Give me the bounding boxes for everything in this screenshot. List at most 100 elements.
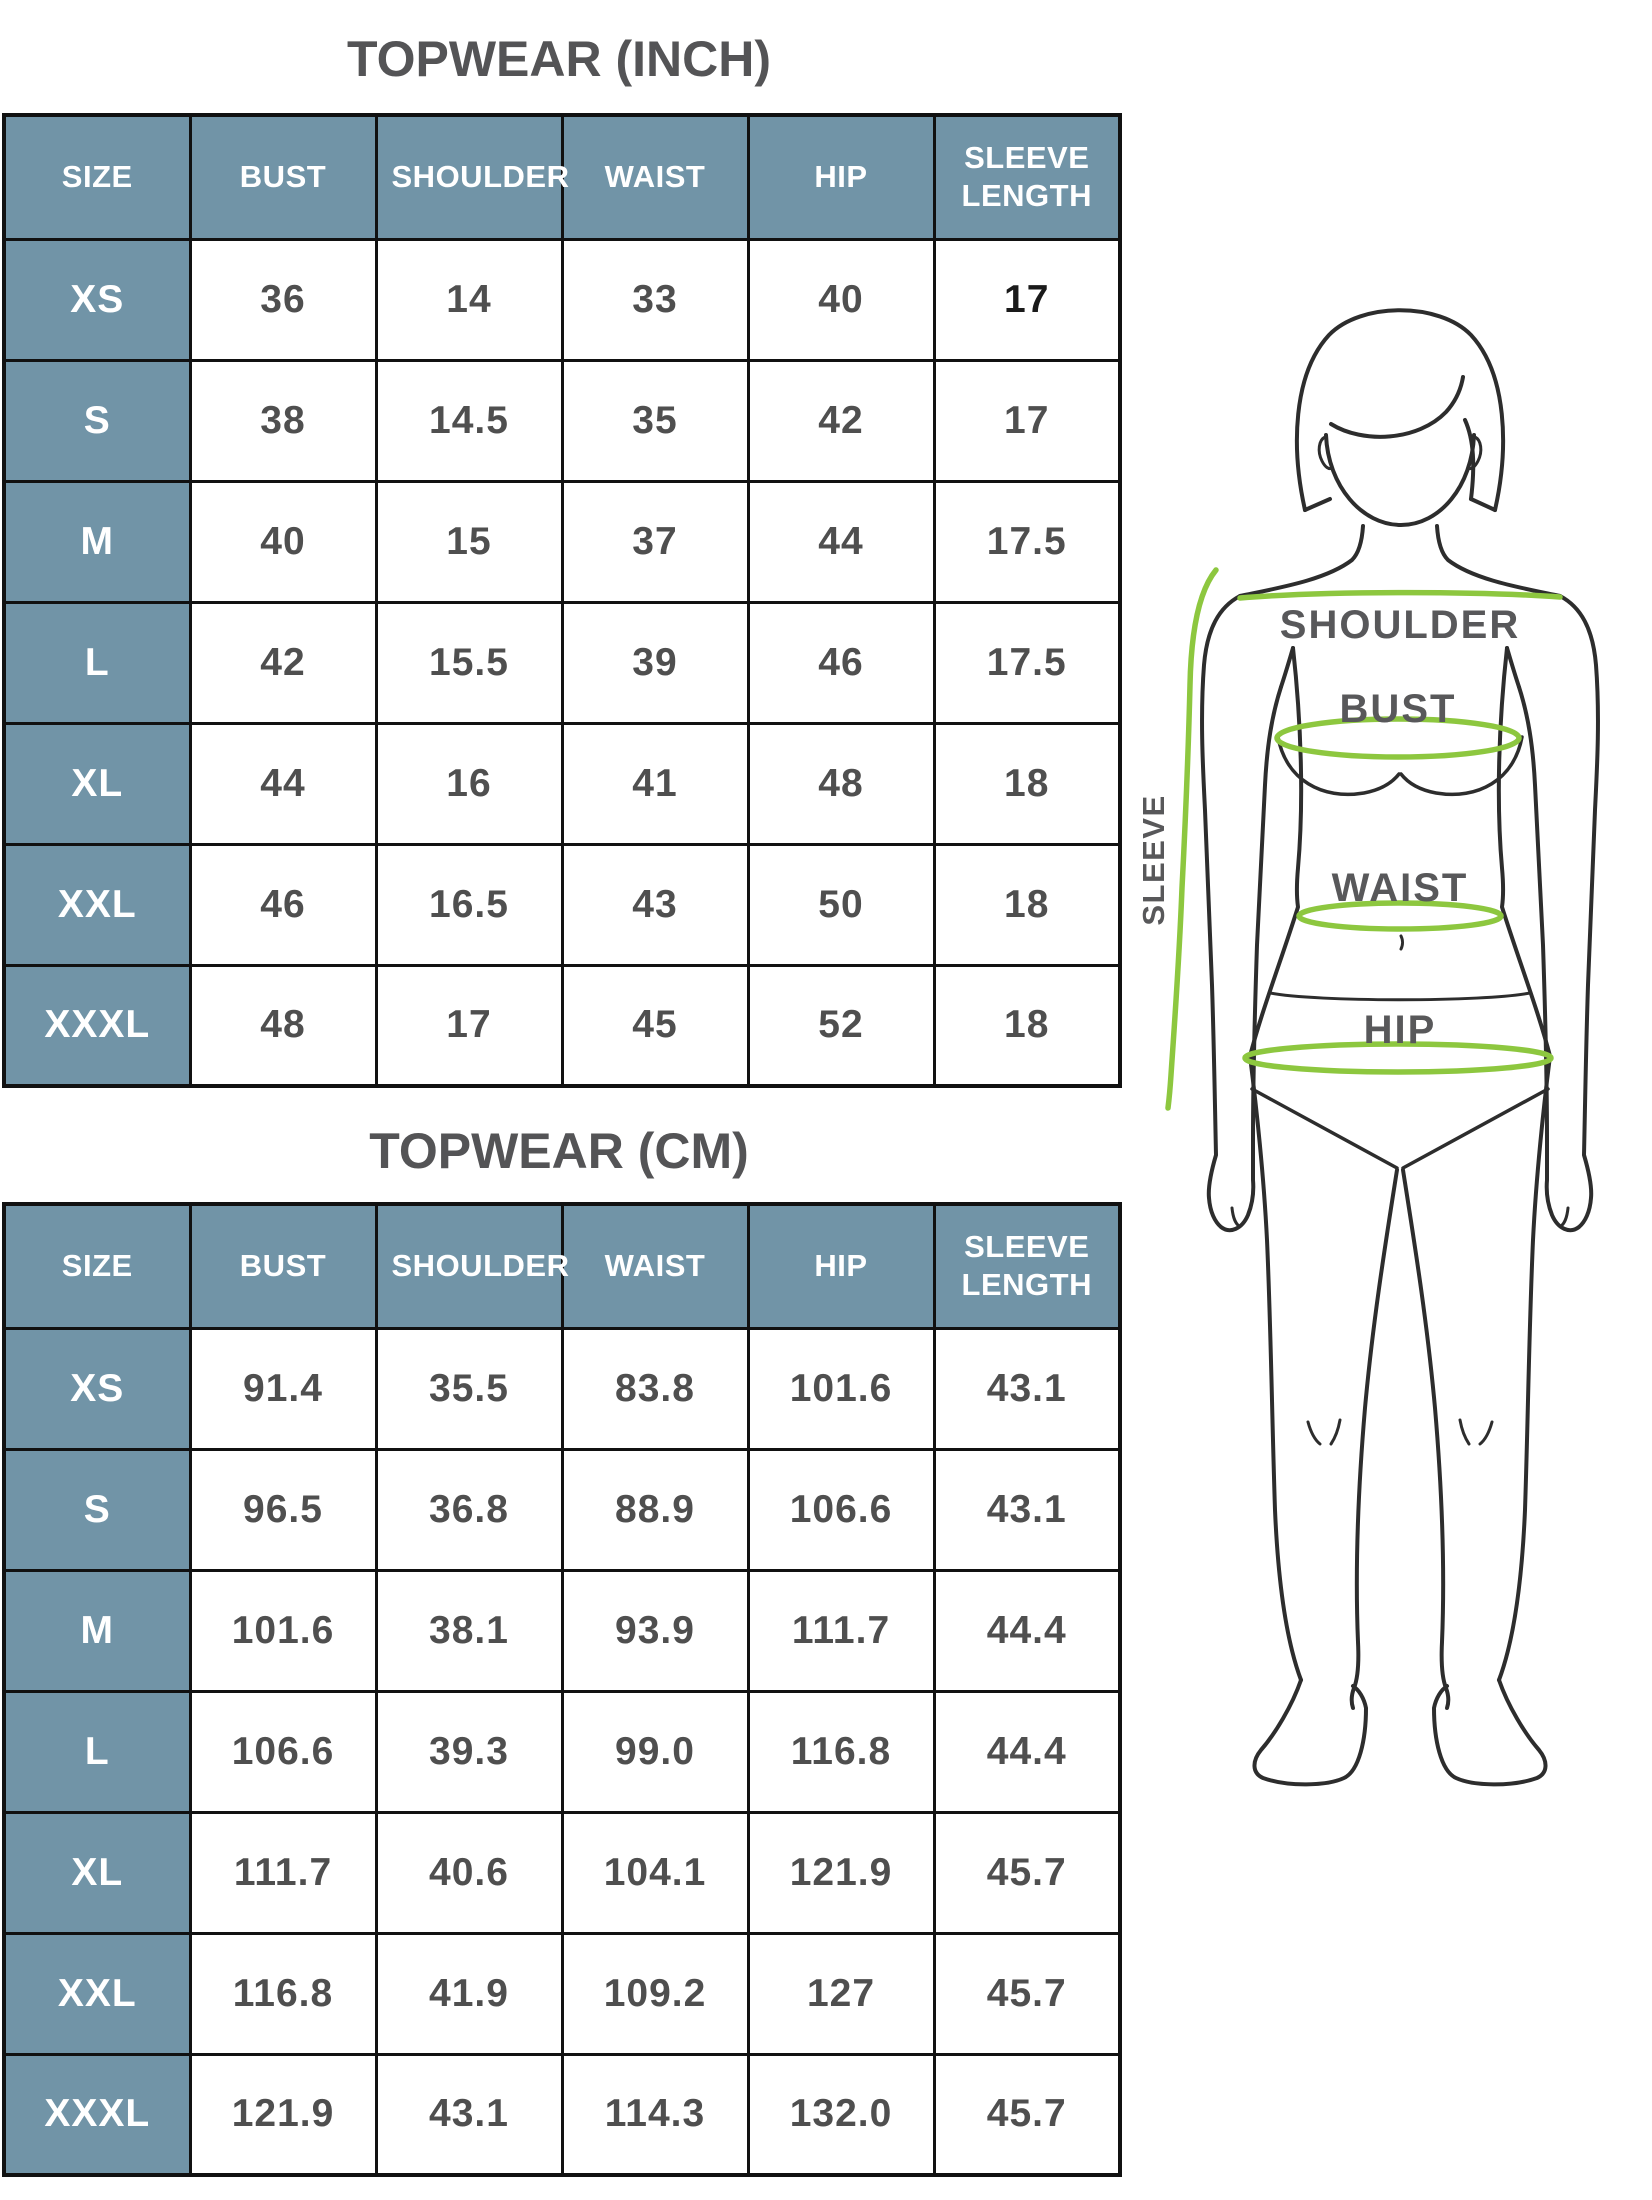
value-cell: 42 xyxy=(188,600,378,725)
value-cell: 88.9 xyxy=(560,1447,750,1572)
value-cell: 106.6 xyxy=(746,1447,936,1572)
value-cell: 14 xyxy=(374,237,564,362)
value-cell: 44.4 xyxy=(932,1689,1122,1814)
value-cell: 17.5 xyxy=(932,600,1122,725)
value-cell: 33 xyxy=(560,237,750,362)
value-cell: 17.5 xyxy=(932,479,1122,604)
value-cell: 48 xyxy=(188,963,378,1088)
value-cell: 111.7 xyxy=(188,1810,378,1935)
value-cell: 45.7 xyxy=(932,1931,1122,2056)
value-cell: 17 xyxy=(932,237,1122,362)
value-cell: 106.6 xyxy=(188,1689,378,1814)
body-outline xyxy=(1200,308,1600,1787)
hip-label: HIP xyxy=(1364,1008,1437,1052)
value-cell: 91.4 xyxy=(188,1326,378,1451)
header-row: SIZE BUST SHOULDER WAIST HIP SLEEVE LENGTH xyxy=(2,1202,1122,1330)
column-header: HIP xyxy=(746,1202,936,1330)
table-row: S 96.5 36.8 88.9 106.6 43.1 xyxy=(2,1447,1122,1572)
hip-measure-ellipse xyxy=(1242,1041,1554,1075)
column-header: WAIST xyxy=(560,1202,750,1330)
value-cell: 121.9 xyxy=(746,1810,936,1935)
size-cell: M xyxy=(2,1568,192,1693)
sleeve-measure-line xyxy=(1165,567,1219,1111)
value-cell: 104.1 xyxy=(560,1810,750,1935)
inch-table-title: TOPWEAR (INCH) xyxy=(346,31,772,87)
table-row: XL 44 16 41 48 18 xyxy=(2,721,1122,846)
size-cell: XXXL xyxy=(2,2052,192,2177)
column-header: SHOULDER xyxy=(374,113,569,241)
value-cell: 15 xyxy=(374,479,564,604)
table-row: XXXL 48 17 45 52 18 xyxy=(2,963,1122,1088)
value-cell: 37 xyxy=(560,479,750,604)
value-cell: 44.4 xyxy=(932,1568,1122,1693)
shoulder-label: SHOULDER xyxy=(1280,603,1520,647)
size-cell: XS xyxy=(2,1326,192,1451)
inch-size-table: SIZE BUST SHOULDER WAIST HIP SLEEVE LENGTH XS… xyxy=(2,113,1122,1088)
value-cell: 38 xyxy=(188,358,378,483)
table-row: S 38 14.5 35 42 17 xyxy=(2,358,1122,483)
size-cell: S xyxy=(2,1447,192,1572)
size-cell: XXL xyxy=(2,842,192,967)
value-cell: 43 xyxy=(560,842,750,967)
size-cell: XXXL xyxy=(2,963,192,1088)
column-header: BUST xyxy=(188,1202,378,1330)
value-cell: 101.6 xyxy=(746,1326,936,1451)
value-cell: 48 xyxy=(746,721,936,846)
value-cell: 116.8 xyxy=(746,1689,936,1814)
table-row: L 106.6 39.3 99.0 116.8 44.4 xyxy=(2,1689,1122,1814)
value-cell: 18 xyxy=(932,721,1122,846)
value-cell: 40.6 xyxy=(374,1810,564,1935)
value-cell: 36.8 xyxy=(374,1447,564,1572)
column-header: SLEEVE LENGTH xyxy=(932,1202,1122,1330)
body-measurement-figure: SHOULDER BUST WAIST HIP SLEEVE xyxy=(1100,240,1652,1800)
value-cell: 132.0 xyxy=(746,2052,936,2177)
table-row: XL 111.7 40.6 104.1 121.9 45.7 xyxy=(2,1810,1122,1935)
size-cell: S xyxy=(2,358,192,483)
cm-table-title: TOPWEAR (CM) xyxy=(369,1123,749,1179)
value-cell: 43.1 xyxy=(932,1326,1122,1451)
value-cell: 46 xyxy=(188,842,378,967)
value-cell: 18 xyxy=(932,842,1122,967)
value-cell: 43.1 xyxy=(374,2052,564,2177)
inch-table-body: XS 36 14 33 40 17 S 38 14.5 35 42 17 M 40 15 37 44 17.5 L 4… xyxy=(2,237,1122,1088)
size-cell: XS xyxy=(2,237,192,362)
bust-label: BUST xyxy=(1340,687,1457,731)
value-cell: 121.9 xyxy=(188,2052,378,2177)
column-header: SLEEVE LENGTH xyxy=(932,113,1122,241)
cm-table-body: XS 91.4 35.5 83.8 101.6 43.1 S 96.5 36.8 88.9 106.… xyxy=(2,1326,1122,2177)
value-cell: 15.5 xyxy=(374,600,564,725)
value-cell: 43.1 xyxy=(932,1447,1122,1572)
value-cell: 111.7 xyxy=(746,1568,936,1693)
value-cell: 50 xyxy=(746,842,936,967)
column-header: WAIST xyxy=(560,113,750,241)
table-row: XS 36 14 33 40 17 xyxy=(2,237,1122,362)
value-cell: 39.3 xyxy=(374,1689,564,1814)
value-cell: 44 xyxy=(746,479,936,604)
column-header: BUST xyxy=(188,113,378,241)
value-cell: 114.3 xyxy=(560,2052,750,2177)
value-cell: 14.5 xyxy=(374,358,564,483)
value-cell: 39 xyxy=(560,600,750,725)
value-cell: 41 xyxy=(560,721,750,846)
value-cell: 35 xyxy=(560,358,750,483)
value-cell: 17 xyxy=(374,963,564,1088)
size-cell: XL xyxy=(2,1810,192,1935)
value-cell: 36 xyxy=(188,237,378,362)
table-row: XXXL 121.9 43.1 114.3 132.0 45.7 xyxy=(2,2052,1122,2177)
value-cell: 45.7 xyxy=(932,2052,1122,2177)
table-row: XXL 116.8 41.9 109.2 127 45.7 xyxy=(2,1931,1122,2056)
value-cell: 38.1 xyxy=(374,1568,564,1693)
inch-table-header: SIZE BUST SHOULDER WAIST HIP SLEEVE LENGTH xyxy=(2,113,1122,241)
value-cell: 83.8 xyxy=(560,1326,750,1451)
value-cell: 45 xyxy=(560,963,750,1088)
value-cell: 109.2 xyxy=(560,1931,750,2056)
shoulder-measure-line xyxy=(1237,589,1563,601)
female-body-outline-illustration: SHOULDER BUST WAIST HIP SLEEVE xyxy=(1136,308,1600,1787)
value-cell: 16 xyxy=(374,721,564,846)
size-cell: XL xyxy=(2,721,192,846)
value-cell: 40 xyxy=(188,479,378,604)
value-cell: 101.6 xyxy=(188,1568,378,1693)
column-header: HIP xyxy=(746,113,936,241)
value-cell: 96.5 xyxy=(188,1447,378,1572)
